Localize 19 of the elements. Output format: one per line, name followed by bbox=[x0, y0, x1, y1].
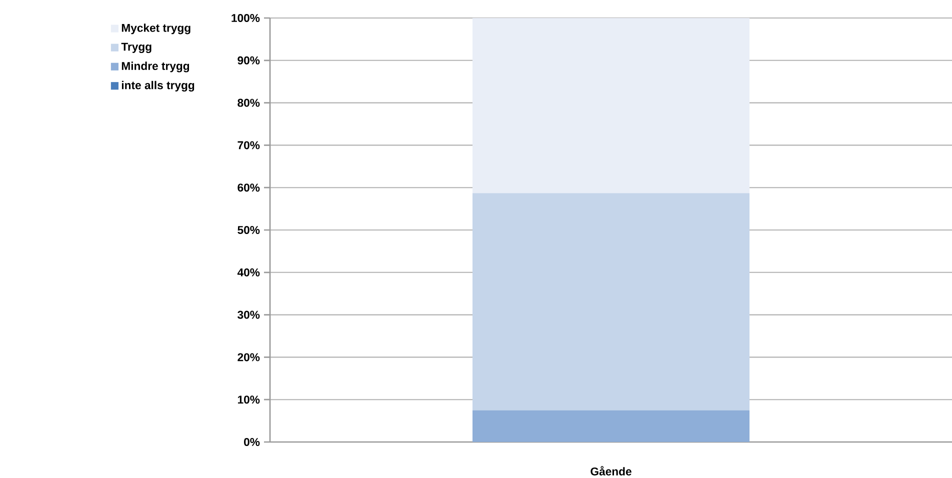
bar bbox=[472, 18, 750, 194]
legend-label: inte alls trygg bbox=[122, 80, 194, 92]
x-tick-label: Gående bbox=[590, 466, 632, 476]
y-tick-label: 30% bbox=[238, 310, 260, 319]
bar bbox=[472, 193, 750, 410]
legend-label: Trygg bbox=[121, 42, 152, 54]
y-tick-label: 10% bbox=[238, 396, 260, 404]
y-tick-label: 100% bbox=[232, 14, 260, 22]
y-tick-label: 60% bbox=[238, 184, 260, 192]
legend-label: Mindre trygg bbox=[122, 62, 190, 72]
y-tick-label: 20% bbox=[238, 353, 260, 362]
legend-label: Mycket trygg bbox=[122, 24, 190, 34]
bar bbox=[472, 410, 750, 442]
y-tick-label: 0% bbox=[244, 438, 260, 446]
y-tick-label: 40% bbox=[237, 268, 260, 276]
y-tick-label: 50% bbox=[238, 226, 260, 234]
y-tick-label: 90% bbox=[238, 56, 260, 64]
y-tick-label: 80% bbox=[238, 98, 260, 107]
y-tick-label: 70% bbox=[238, 141, 260, 150]
